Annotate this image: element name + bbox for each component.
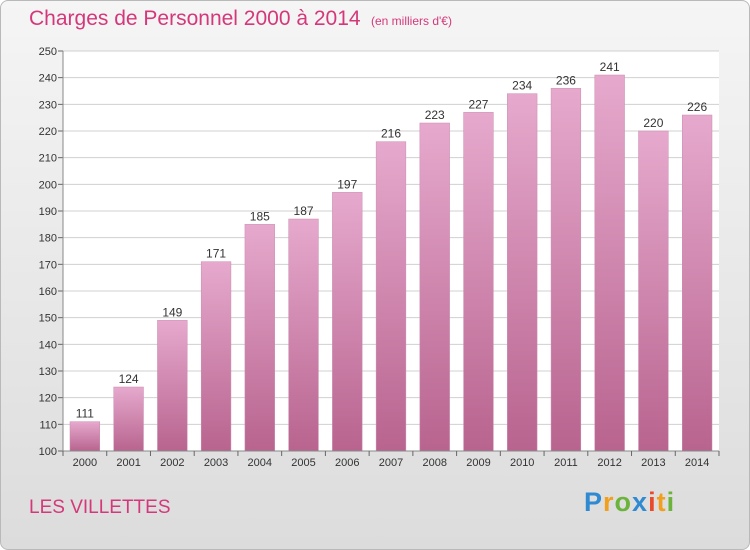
y-tick-label: 250 [39,46,57,58]
data-label-2008: 223 [425,108,445,122]
x-tick-label-2011: 2011 [554,457,578,469]
bar-2014[interactable] [682,114,713,452]
y-tick-label: 160 [39,286,57,298]
x-tick-label-2001: 2001 [116,457,140,469]
bar-2004[interactable] [244,224,275,452]
x-tick-label-2003: 2003 [204,457,228,469]
y-tick-label: 200 [39,179,57,191]
x-tick-label-2008: 2008 [422,457,446,469]
chart-unit: (en milliers d'€) [371,14,452,28]
x-tick-label-2012: 2012 [597,457,621,469]
bar-2012[interactable] [594,74,625,452]
data-label-2007: 216 [381,127,401,141]
y-tick-label: 180 [39,233,57,245]
x-tick-label-2006: 2006 [335,457,359,469]
bars [69,74,713,452]
y-tick-label: 150 [39,313,57,325]
proxiti-logo[interactable]: Proxiti [584,487,676,517]
data-label-2002: 149 [162,305,182,319]
x-tick-label-2007: 2007 [379,457,403,469]
x-tick-label-2005: 2005 [291,457,315,469]
bar-2010[interactable] [507,93,538,452]
x-tick-label-2009: 2009 [466,457,490,469]
x-tick-label-2002: 2002 [160,457,184,469]
bar-2001[interactable] [113,386,144,452]
data-label-2003: 171 [206,247,226,261]
y-tick-label: 210 [39,153,57,165]
bar-2009[interactable] [463,112,494,452]
x-tick-label-2010: 2010 [510,457,534,469]
data-label-2009: 227 [468,97,488,111]
y-tick-label: 170 [39,259,57,271]
data-label-2005: 187 [294,204,314,218]
bar-2007[interactable] [375,141,407,452]
y-tick-label: 190 [39,206,57,218]
bar-2006[interactable] [332,192,363,452]
x-axis: 2000 2001 2002 2003 2004 2005 2006 2007 2008 2009… [62,450,720,469]
bar-2002[interactable] [157,320,188,452]
data-label-2011: 236 [556,73,576,87]
y-tick-label: 240 [39,73,57,85]
chart-title: Charges de Personnel 2000 à 2014 [29,7,361,30]
bar-2003[interactable] [200,261,232,452]
data-labels: 111 124 149 171 185 187 197 216 223 227 234 236 241 2… [76,60,708,421]
x-tick-label-2000: 2000 [73,457,97,469]
bar-2011[interactable] [550,88,582,452]
data-label-2013: 220 [643,116,663,130]
y-tick-label: 140 [39,339,57,351]
commune-name: LES VILLETTES [29,497,171,518]
data-label-2000: 111 [76,407,95,421]
data-label-2014: 226 [687,100,707,114]
data-label-2012: 241 [600,60,620,74]
data-label-2004: 185 [250,209,270,223]
y-tick-label: 230 [39,99,57,111]
x-tick-label-2013: 2013 [641,457,665,469]
data-label-2001: 124 [119,372,139,386]
y-tick-label: 130 [39,366,57,378]
data-label-2010: 234 [512,79,532,93]
bar-2005[interactable] [288,218,319,452]
bar-2008[interactable] [419,122,450,452]
y-axis: 100 110 120 130 140 150 160 170 180 190 200 210 220 2… [39,46,64,458]
x-tick-label-2004: 2004 [248,457,272,469]
bar-2000[interactable] [69,421,100,452]
y-tick-label: 120 [39,393,57,405]
bar-2013[interactable] [638,130,669,452]
data-label-2006: 197 [337,177,357,191]
y-tick-label: 110 [39,419,57,431]
x-tick-label-2014: 2014 [685,457,709,469]
y-tick-label: 100 [39,446,57,458]
y-tick-label: 220 [39,126,57,138]
